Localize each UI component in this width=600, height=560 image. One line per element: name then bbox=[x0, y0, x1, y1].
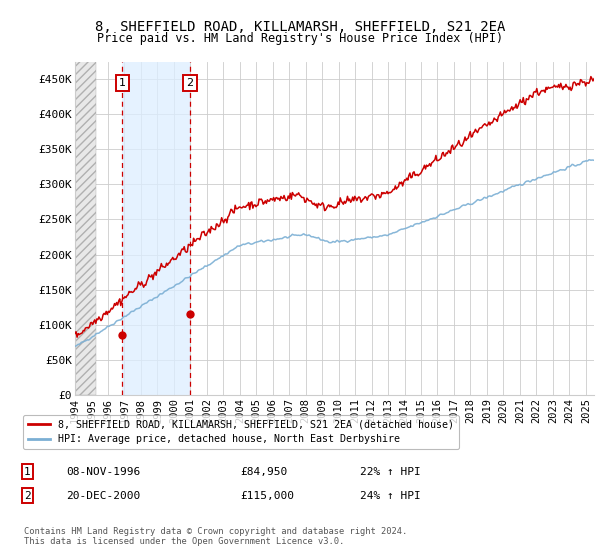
Text: 8, SHEFFIELD ROAD, KILLAMARSH, SHEFFIELD, S21 2EA: 8, SHEFFIELD ROAD, KILLAMARSH, SHEFFIELD… bbox=[95, 20, 505, 34]
Text: 1: 1 bbox=[24, 466, 31, 477]
Text: 08-NOV-1996: 08-NOV-1996 bbox=[66, 466, 140, 477]
Text: 20-DEC-2000: 20-DEC-2000 bbox=[66, 491, 140, 501]
Text: £115,000: £115,000 bbox=[240, 491, 294, 501]
Text: 2: 2 bbox=[24, 491, 31, 501]
Text: Contains HM Land Registry data © Crown copyright and database right 2024.
This d: Contains HM Land Registry data © Crown c… bbox=[24, 526, 407, 546]
Text: 24% ↑ HPI: 24% ↑ HPI bbox=[360, 491, 421, 501]
Text: 2: 2 bbox=[186, 78, 193, 88]
Text: 22% ↑ HPI: 22% ↑ HPI bbox=[360, 466, 421, 477]
Text: £84,950: £84,950 bbox=[240, 466, 287, 477]
Bar bbox=[122, 62, 190, 395]
Text: Price paid vs. HM Land Registry's House Price Index (HPI): Price paid vs. HM Land Registry's House … bbox=[97, 32, 503, 45]
Text: 1: 1 bbox=[119, 78, 125, 88]
Legend: 8, SHEFFIELD ROAD, KILLAMARSH, SHEFFIELD, S21 2EA (detached house), HPI: Average: 8, SHEFFIELD ROAD, KILLAMARSH, SHEFFIELD… bbox=[23, 415, 459, 450]
